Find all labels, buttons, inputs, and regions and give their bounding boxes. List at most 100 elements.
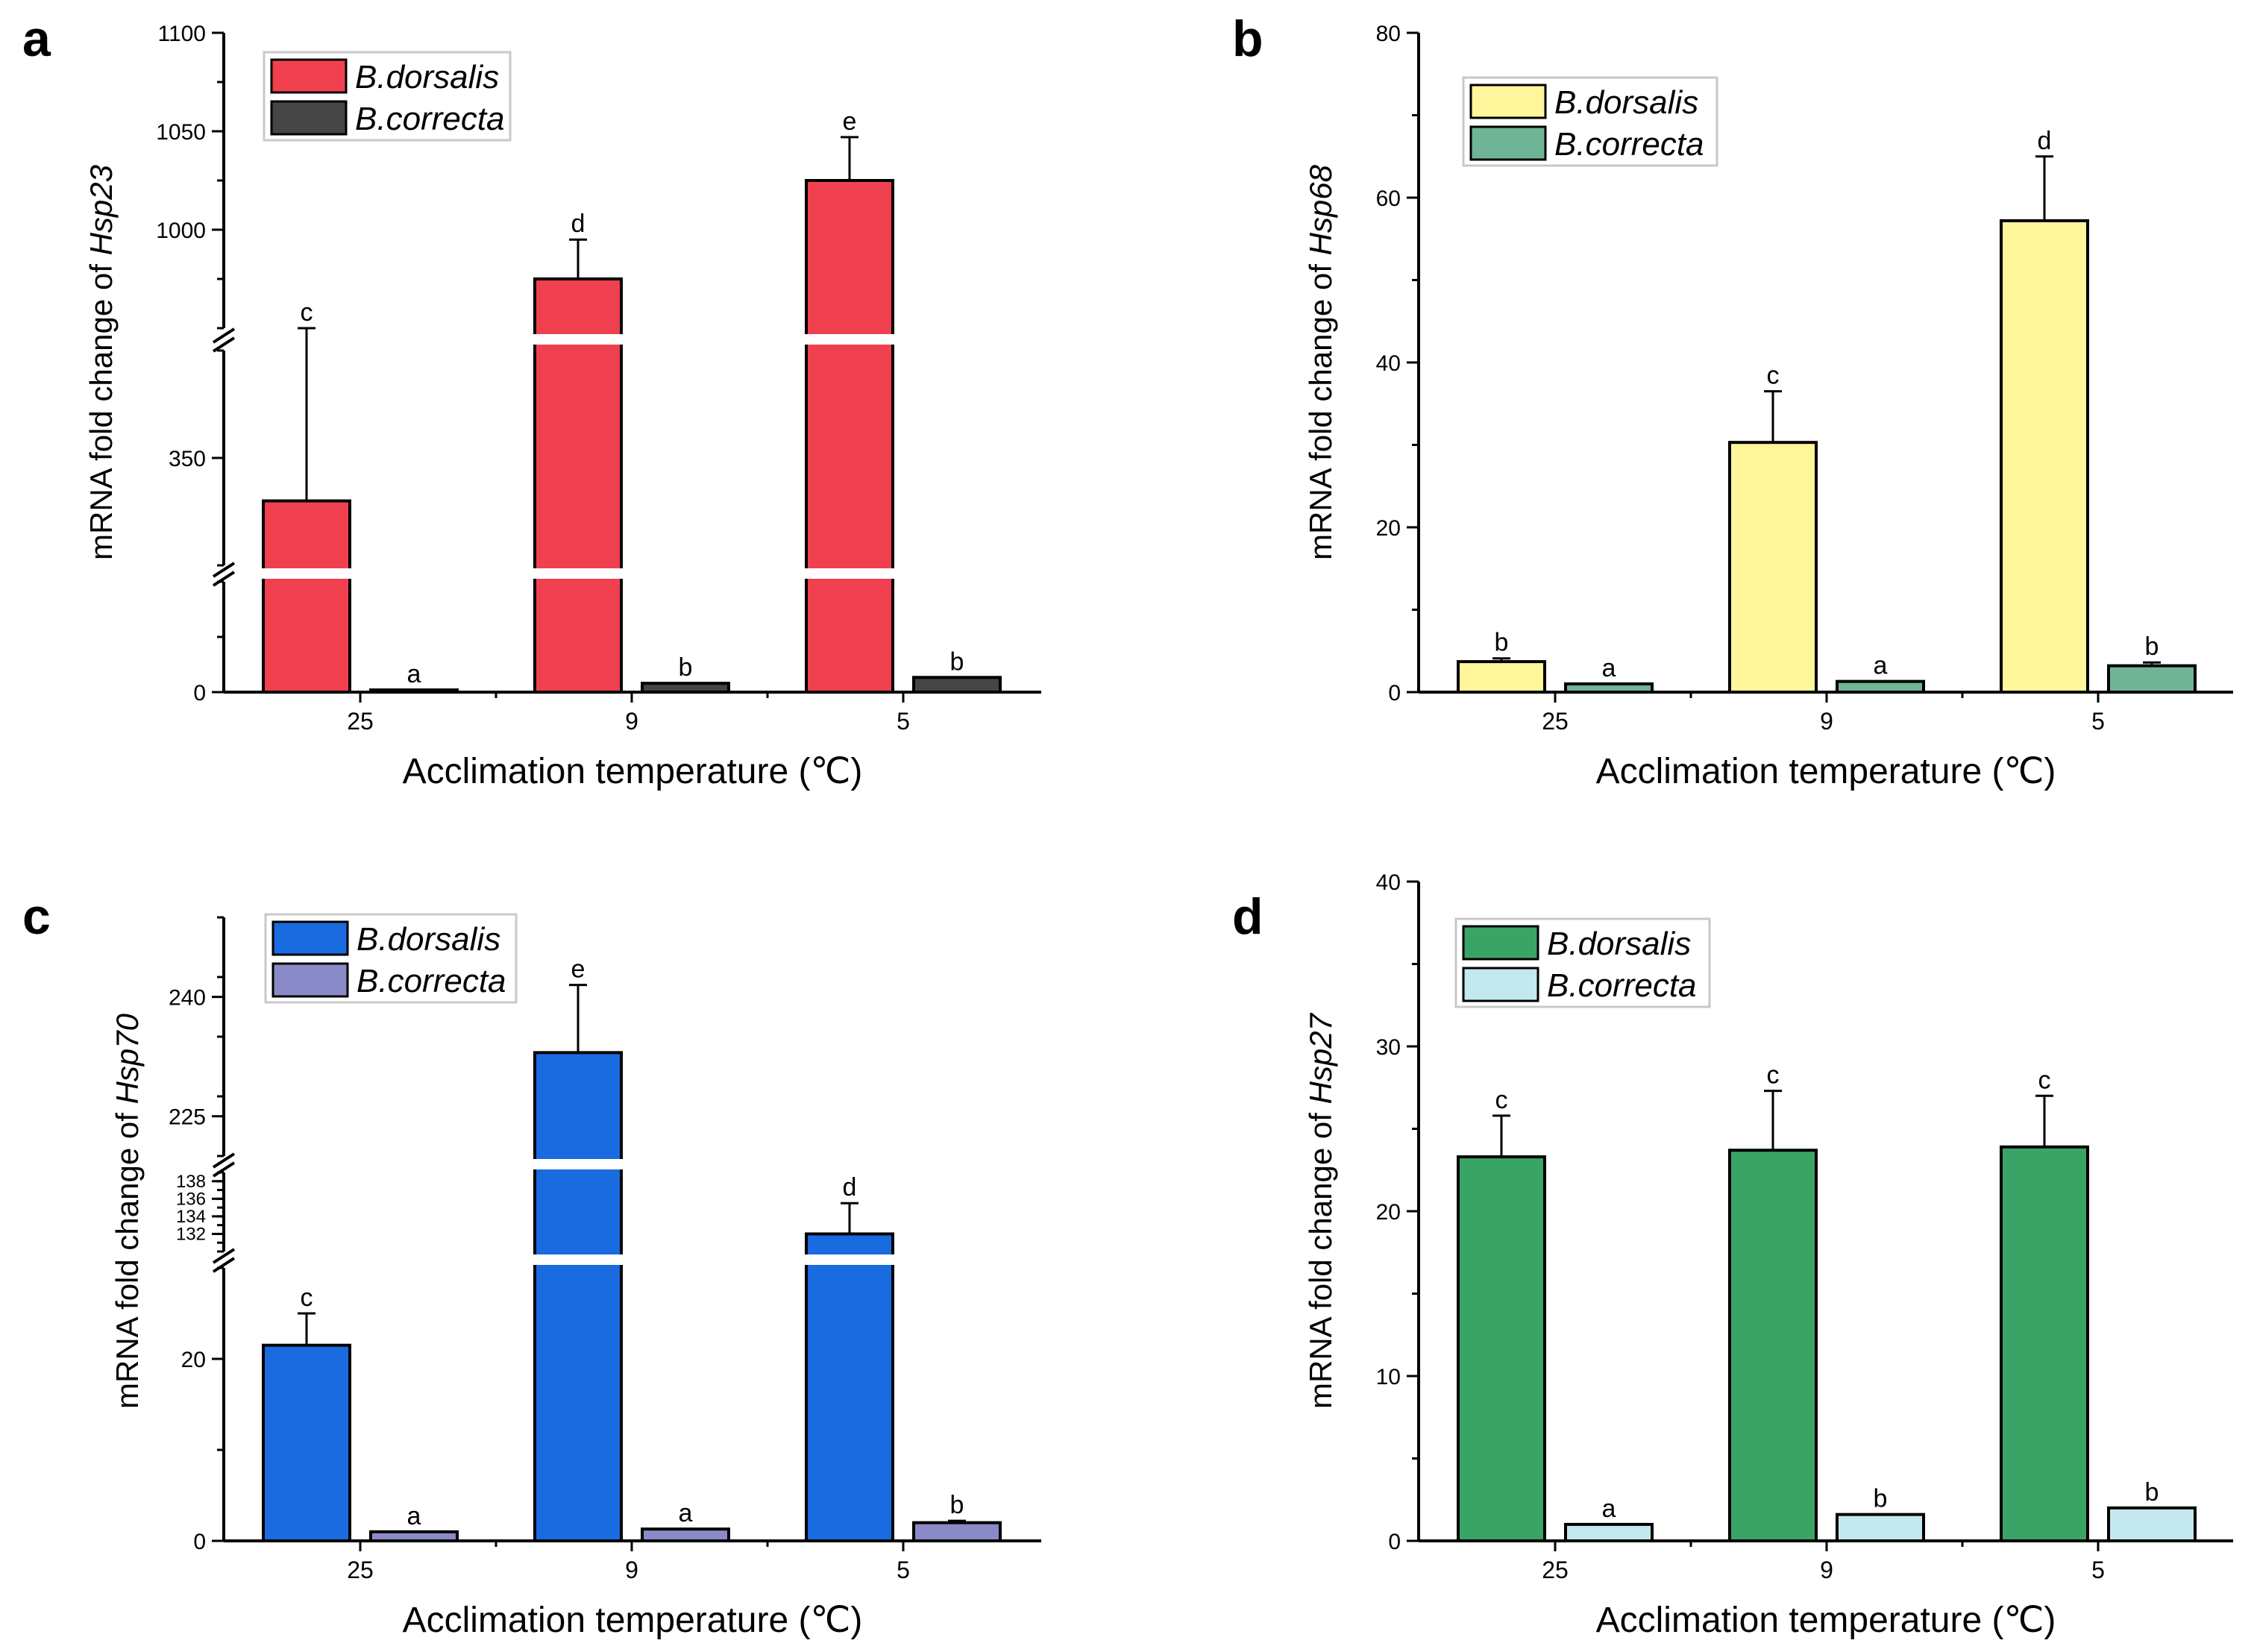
significance-letter: d	[2038, 127, 2052, 155]
significance-letter: b	[1495, 629, 1509, 657]
y-tick-label: 20	[1376, 1200, 1401, 1225]
legend-label: B.correcta	[1547, 967, 1697, 1004]
y-tick-label: 0	[193, 1530, 206, 1554]
legend-swatch	[271, 920, 349, 956]
significance-letter: a	[1602, 1495, 1616, 1523]
y-axis-title: mRNA fold change of Hsp70	[110, 1013, 145, 1409]
significance-letter: b	[950, 1491, 964, 1519]
bar-break-stripe	[533, 1254, 623, 1265]
y-tick-label: 20	[1376, 516, 1401, 541]
x-tick-label: 25	[347, 708, 374, 735]
y-axis-title-gene: Hsp68	[1303, 164, 1338, 255]
y-tick-label: 20	[181, 1348, 206, 1372]
significance-letter: a	[1874, 652, 1888, 680]
legend-label: B.correcta	[355, 101, 505, 137]
significance-letter: d	[843, 1173, 857, 1202]
y-axis-title-prefix: mRNA fold change of	[110, 1104, 145, 1409]
legend-swatch	[271, 962, 349, 998]
bar-B-dorsalis-9	[1728, 441, 1818, 694]
bar-break-stripe	[805, 568, 894, 579]
y-axis-title: mRNA fold change of Hsp68	[1303, 164, 1338, 560]
x-tick-label: 9	[625, 708, 638, 735]
x-tick-label: 5	[2091, 1557, 2105, 1583]
y-tick-label: 30	[1376, 1035, 1401, 1060]
significance-letter: a	[679, 1499, 693, 1527]
significance-letter: e	[843, 107, 857, 136]
significance-letter: b	[2145, 1478, 2159, 1507]
legend-label: B.dorsalis	[1554, 84, 1698, 121]
bar-B-dorsalis-9	[533, 1051, 623, 1543]
significance-letter: b	[950, 647, 964, 676]
bar-B-dorsalis-9	[533, 277, 623, 694]
legend: B.dorsalis B.correcta	[264, 913, 518, 1004]
bar-B-dorsalis-5	[805, 179, 894, 694]
x-tick-label: 5	[2091, 708, 2105, 735]
y-tick-label: 132	[176, 1224, 206, 1244]
x-tick-label: 25	[1542, 1557, 1569, 1583]
bar-B-correcta-5	[912, 676, 1002, 694]
x-tick-label: 9	[1820, 708, 1833, 735]
legend: B.dorsalis B.correcta	[1462, 76, 1718, 167]
panel-label: c	[22, 888, 51, 945]
significance-letter: a	[407, 1502, 421, 1530]
significance-letter: c	[1767, 362, 1780, 390]
y-tick-label: 80	[1376, 22, 1401, 46]
legend: B.dorsalis B.correcta	[1454, 917, 1711, 1008]
legend-swatch	[1469, 84, 1547, 119]
significance-letter: b	[2145, 632, 2159, 661]
legend-label: B.correcta	[357, 963, 506, 999]
panel-d: d c c c a b b 0 10 20 30 40 25 9 5 Acclimation temperat…	[1232, 870, 2233, 1640]
y-tick-label: 1050	[156, 120, 206, 145]
axis-break-mark	[212, 571, 236, 587]
legend-label: B.dorsalis	[355, 59, 499, 95]
significance-letter: c	[301, 1284, 313, 1312]
x-axis-title: Acclimation temperature (℃)	[1596, 752, 2056, 791]
x-tick-label: 9	[1820, 1557, 1833, 1583]
bar-B-correcta-5	[912, 1521, 1002, 1542]
axis-break-mark	[212, 1248, 236, 1264]
legend-swatch	[270, 58, 348, 94]
axis-break-mark	[212, 1257, 236, 1273]
y-tick-label: 40	[1376, 351, 1401, 376]
x-tick-label: 5	[897, 1557, 910, 1583]
panel-label: a	[22, 10, 51, 67]
y-tick-label: 1100	[157, 22, 206, 46]
axis-break-mark	[212, 336, 236, 353]
legend-label: B.dorsalis	[357, 921, 500, 958]
axis-break-mark	[212, 1161, 236, 1178]
panel-a: a c d e a b b 0 350 1000 1050 1100 25 9 5 Acclimation t…	[22, 10, 1041, 791]
x-tick-label: 9	[625, 1557, 638, 1583]
x-axis-title: Acclimation temperature (℃)	[403, 1601, 863, 1640]
y-axis-title: mRNA fold change of Hsp23	[84, 165, 119, 560]
y-tick-label: 240	[169, 986, 206, 1011]
legend-label: B.dorsalis	[1547, 926, 1691, 962]
significance-letter: c	[301, 298, 313, 327]
bar-break-stripe	[805, 334, 894, 345]
legend-swatch	[1462, 967, 1539, 1002]
significance-letter: a	[1602, 654, 1616, 682]
panel-b: b b c d a a b 0 20 40 60 80 25 9 5 Acclimation temperat…	[1232, 10, 2233, 791]
x-axis-title: Acclimation temperature (℃)	[403, 752, 863, 791]
bar-B-dorsalis-25	[1457, 1155, 1546, 1542]
y-axis-title: mRNA fold change of Hsp27	[1303, 1012, 1338, 1409]
bar-B-dorsalis-5	[2000, 1145, 2089, 1543]
significance-letter: b	[679, 653, 693, 682]
x-tick-label: 25	[347, 1557, 374, 1583]
legend-swatch	[1462, 925, 1539, 961]
bar-B-correcta-5	[2107, 664, 2197, 694]
y-tick-label: 0	[1388, 681, 1401, 706]
y-tick-label: 60	[1376, 186, 1401, 211]
y-axis-title-gene: Hsp23	[84, 165, 119, 255]
significance-letter: c	[2038, 1066, 2051, 1094]
y-tick-label: 136	[176, 1189, 206, 1209]
legend-swatch	[1469, 125, 1547, 161]
y-tick-label: 0	[193, 681, 206, 706]
y-tick-label: 0	[1388, 1530, 1401, 1554]
y-tick-label: 1000	[156, 219, 206, 243]
y-tick-label: 225	[169, 1105, 206, 1130]
x-axis-title: Acclimation temperature (℃)	[1596, 1601, 2056, 1640]
panel-label: b	[1232, 10, 1263, 67]
bar-B-correcta-9	[641, 1527, 730, 1542]
